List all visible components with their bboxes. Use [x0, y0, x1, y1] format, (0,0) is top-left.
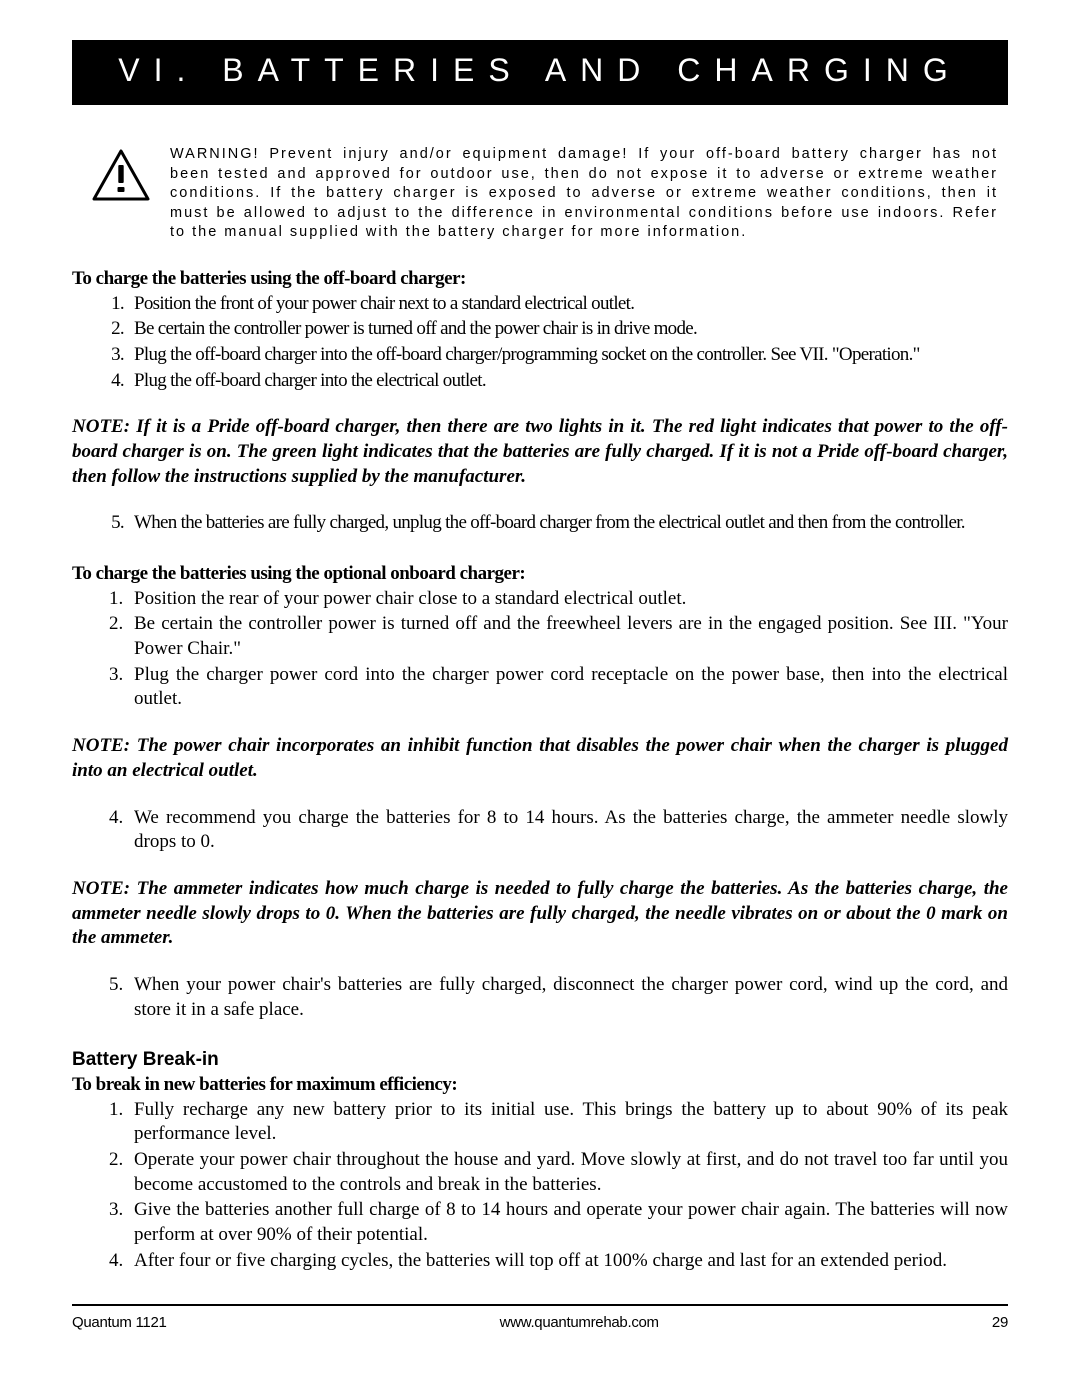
list-item: Plug the off-board charger into the off-…: [128, 343, 1008, 368]
list-item: When your power chair's batteries are fu…: [128, 973, 1008, 1022]
list-item: Plug the charger power cord into the cha…: [128, 663, 1008, 712]
note-inhibit: NOTE: The power chair incorporates an in…: [72, 734, 1008, 783]
footer-page-number: 29: [992, 1314, 1008, 1331]
offboard-list-a: Position the front of your power chair n…: [72, 292, 1008, 394]
battery-breakin-title: Battery Break-in: [72, 1048, 1008, 1073]
warning-block: WARNING! Prevent injury and/or equipment…: [72, 145, 1008, 243]
breakin-list: Fully recharge any new battery prior to …: [72, 1098, 1008, 1274]
onboard-list-c: When your power chair's batteries are fu…: [72, 973, 1008, 1022]
offboard-list-b: When the batteries are fully charged, un…: [72, 511, 1008, 536]
footer-model: Quantum 1121: [72, 1314, 167, 1331]
breakin-heading: To break in new batteries for maximum ef…: [72, 1073, 1008, 1098]
warning-text: WARNING! Prevent injury and/or equipment…: [170, 145, 998, 243]
warning-triangle-icon: [92, 149, 150, 206]
list-item: Position the front of your power chair n…: [128, 292, 1008, 317]
section-title-bar: VI. BATTERIES AND CHARGING: [72, 40, 1008, 105]
list-item: After four or five charging cycles, the …: [128, 1249, 1008, 1274]
onboard-heading: To charge the batteries using the option…: [72, 562, 1008, 587]
list-item: Be certain the controller power is turne…: [128, 317, 1008, 342]
list-item: When the batteries are fully charged, un…: [128, 511, 1008, 536]
list-item: Operate your power chair throughout the …: [128, 1148, 1008, 1197]
list-item: Position the rear of your power chair cl…: [128, 587, 1008, 612]
footer-url: www.quantumrehab.com: [500, 1314, 659, 1331]
list-item: Be certain the controller power is turne…: [128, 612, 1008, 661]
list-item: Plug the off-board charger into the elec…: [128, 369, 1008, 394]
list-item: Fully recharge any new battery prior to …: [128, 1098, 1008, 1147]
onboard-list-a: Position the rear of your power chair cl…: [72, 587, 1008, 712]
list-item: We recommend you charge the batteries fo…: [128, 806, 1008, 855]
page-footer: Quantum 1121 www.quantumrehab.com 29: [72, 1306, 1008, 1331]
note-pride-charger: NOTE: If it is a Pride off-board charger…: [72, 415, 1008, 489]
note-ammeter: NOTE: The ammeter indicates how much cha…: [72, 877, 1008, 951]
onboard-list-b: We recommend you charge the batteries fo…: [72, 806, 1008, 855]
list-item: Give the batteries another full charge o…: [128, 1198, 1008, 1247]
section-title: VI. BATTERIES AND CHARGING: [118, 52, 961, 88]
offboard-heading: To charge the batteries using the off-bo…: [72, 267, 1008, 292]
